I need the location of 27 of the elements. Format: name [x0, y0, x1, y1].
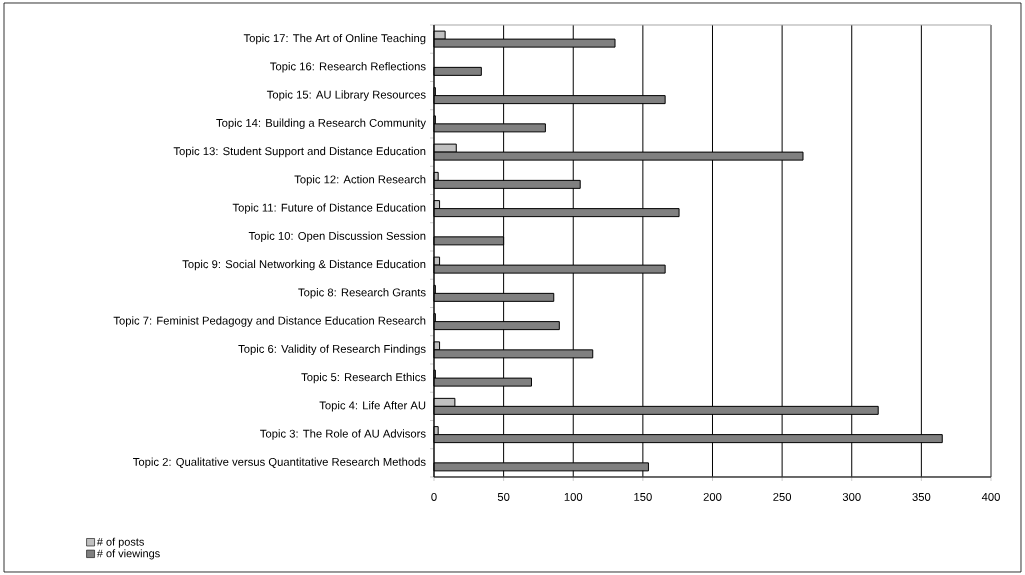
y-tick-label: Topic 5: Research Ethics — [301, 372, 426, 384]
x-tick-label: 400 — [981, 492, 1000, 501]
y-tick-label: Topic 6: Validity of Research Findings — [238, 344, 426, 356]
y-tick-label: Topic 8: Research Grants — [298, 288, 426, 299]
y-tick-label: Topic 15: AU Library Resources — [266, 90, 426, 101]
y-tick-label: Topic 11: Future of Distance Education — [232, 203, 426, 214]
y-tick-label: Topic 7: Feminist Pedagogy and Distance Education Research — [113, 316, 426, 327]
y-tick-label: Topic 14: Building a Research Community — [216, 118, 426, 130]
y-tick-label: Topic 2: Qualitative versus Quantitative Research Methods — [133, 457, 426, 469]
x-tick-label: 100 — [564, 492, 583, 501]
legend-label: # of posts — [96, 537, 144, 548]
x-tick-label: 50 — [497, 492, 510, 501]
y-tick-label: Topic 3: The Role of AU Advisors — [260, 429, 426, 440]
y-tick-label: Topic 13: Student Support and Distance Education — [173, 146, 426, 158]
legend-label: # of viewings — [96, 549, 160, 560]
x-tick-label: 200 — [703, 492, 722, 501]
x-tick-label: 300 — [842, 492, 861, 501]
x-tick-label: 150 — [634, 492, 652, 501]
y-tick-label: Topic 10: Open Discussion Session — [248, 231, 426, 243]
y-tick-label: Topic 12: Action Research — [294, 175, 426, 186]
y-tick-label: Topic 4: Life After AU — [319, 401, 426, 412]
x-tick-label: 250 — [773, 492, 792, 501]
y-tick-label: Topic 17: The Art of Online Teaching — [243, 33, 426, 45]
x-tick-label: 350 — [912, 492, 931, 501]
y-tick-label: Topic 9: Social Networking & Distance Education — [182, 259, 426, 271]
y-tick-label: Topic 16: Research Reflections — [270, 62, 426, 73]
x-tick-label: 0 — [431, 492, 437, 501]
